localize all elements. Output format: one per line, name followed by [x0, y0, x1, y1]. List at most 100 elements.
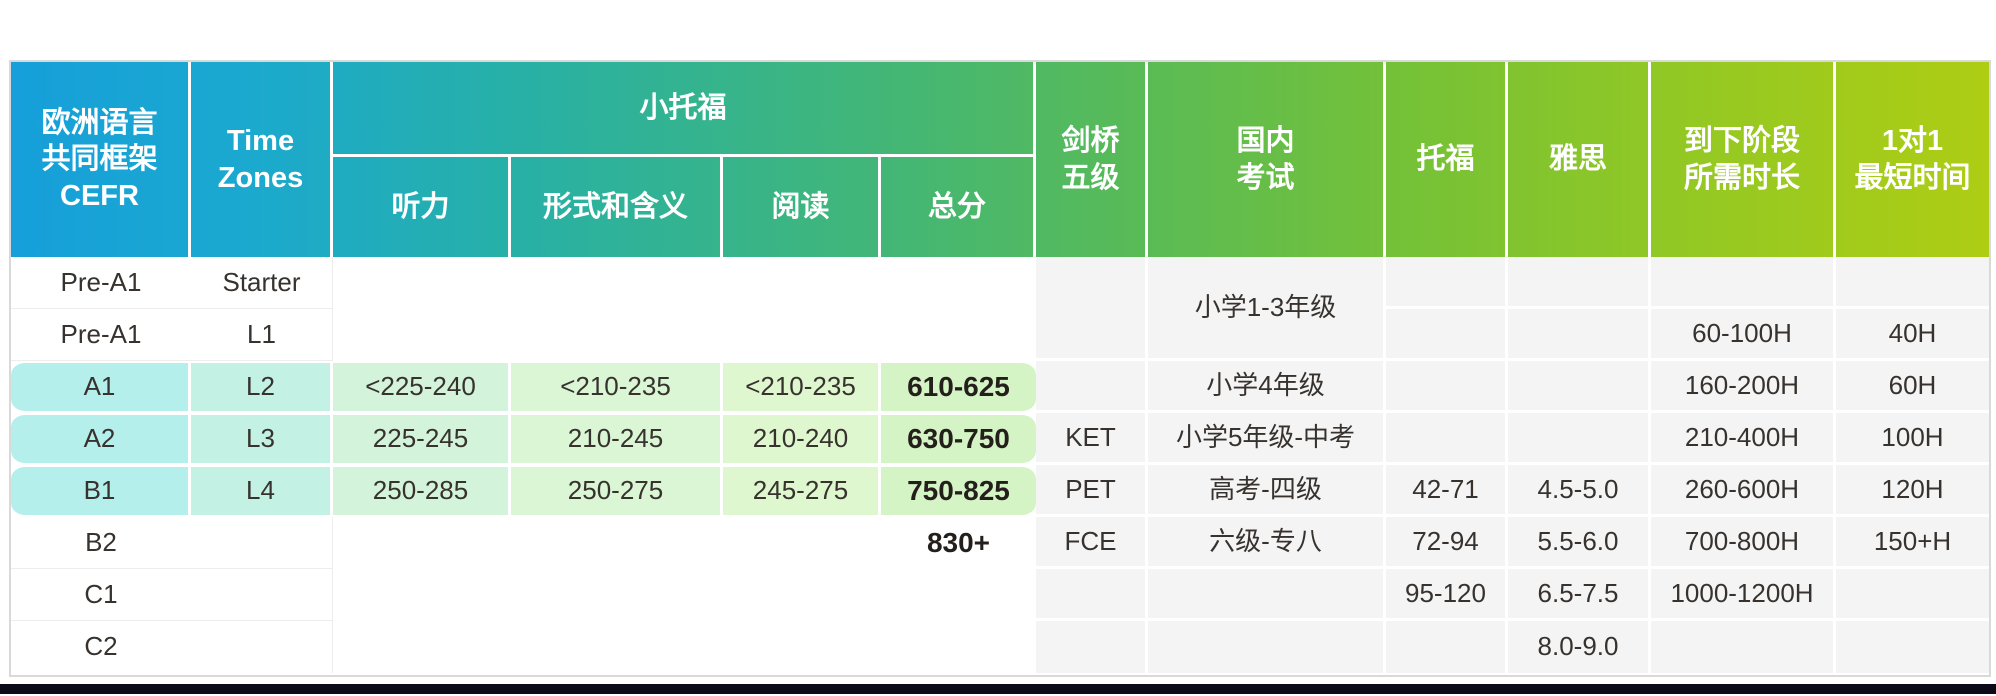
cell-time-zone: L1 — [191, 309, 333, 361]
cell-ielts — [1508, 309, 1651, 361]
cell-reading: <210-235 — [723, 361, 881, 413]
header-duration: 到下阶段 所需时长 — [1651, 62, 1836, 257]
cell-one-on-one — [1836, 621, 1989, 673]
cell-ielts: 4.5-5.0 — [1508, 465, 1651, 517]
cell-cefr: A2 — [11, 413, 191, 465]
cell-one-on-one — [1836, 569, 1989, 621]
cell-total — [881, 309, 1036, 361]
cell-toefl: 42-71 — [1386, 465, 1508, 517]
cell-total: 830+ — [881, 517, 1036, 569]
cell-domestic-exam: 高考-四级 — [1148, 465, 1386, 517]
cell-duration: 1000-1200H — [1651, 569, 1836, 621]
cell-one-on-one: 150+H — [1836, 517, 1989, 569]
cell-total — [881, 257, 1036, 309]
cell-reading — [723, 621, 881, 673]
cell-cefr: A1 — [11, 361, 191, 413]
cell-cefr: C2 — [11, 621, 191, 673]
cell-listening — [333, 257, 511, 309]
subheader-listening: 听力 — [333, 157, 511, 257]
cell-duration: 210-400H — [1651, 413, 1836, 465]
cell-time-zone: L4 — [191, 465, 333, 517]
cell-one-on-one: 40H — [1836, 309, 1989, 361]
cell-toefl — [1386, 361, 1508, 413]
cell-duration: 700-800H — [1651, 517, 1836, 569]
cell-time-zone: L3 — [191, 413, 333, 465]
cell-reading — [723, 309, 881, 361]
cell-time-zone — [191, 621, 333, 673]
cell-one-on-one: 60H — [1836, 361, 1989, 413]
cell-cefr: Pre-A1 — [11, 257, 191, 309]
cell-toefl: 95-120 — [1386, 569, 1508, 621]
cell-toefl: 72-94 — [1386, 517, 1508, 569]
cell-cambridge: FCE — [1036, 517, 1148, 569]
cell-ielts: 8.0-9.0 — [1508, 621, 1651, 673]
cell-reading — [723, 569, 881, 621]
cell-one-on-one: 120H — [1836, 465, 1989, 517]
cell-cefr: B1 — [11, 465, 191, 517]
cell-listening — [333, 569, 511, 621]
cell-reading: 210-240 — [723, 413, 881, 465]
cell-duration: 260-600H — [1651, 465, 1836, 517]
header-toefl-junior: 小托福 — [333, 62, 1036, 157]
cell-form-meaning — [511, 309, 723, 361]
cell-listening — [333, 309, 511, 361]
cell-domestic-exam — [1148, 621, 1386, 673]
subheader-reading: 阅读 — [723, 157, 881, 257]
header-cambridge: 剑桥 五级 — [1036, 62, 1148, 257]
cell-total: 630-750 — [881, 413, 1036, 465]
cell-one-on-one: 100H — [1836, 413, 1989, 465]
header-one-on-one: 1对1 最短时间 — [1854, 125, 1971, 194]
cell-ielts — [1508, 361, 1651, 413]
cell-listening: 250-285 — [333, 465, 511, 517]
cell-cambridge: KET — [1036, 413, 1148, 465]
cell-ielts: 6.5-7.5 — [1508, 569, 1651, 621]
cell-reading: 245-275 — [723, 465, 881, 517]
table-header: 欧洲语言 共同框架 CEFR Time Zones 小托福 剑桥 五级 国内 考… — [11, 62, 1989, 257]
header-cefr: 欧洲语言 共同框架 CEFR — [11, 62, 191, 257]
cell-duration — [1651, 257, 1836, 309]
cell-form-meaning: <210-235 — [511, 361, 723, 413]
cell-duration — [1651, 621, 1836, 673]
cell-listening — [333, 621, 511, 673]
header-domestic-exams: 国内 考试 — [1148, 62, 1386, 257]
cell-cambridge — [1036, 257, 1148, 361]
cell-reading — [723, 257, 881, 309]
cell-cefr: C1 — [11, 569, 191, 621]
cell-total: 610-625 — [881, 361, 1036, 413]
cell-ielts — [1508, 413, 1651, 465]
header-toefl: 托福 — [1386, 62, 1508, 257]
cell-domestic-exam — [1148, 569, 1386, 621]
cell-total: 750-825 — [881, 465, 1036, 517]
cell-form-meaning — [511, 257, 723, 309]
cell-toefl — [1386, 309, 1508, 361]
cell-total — [881, 621, 1036, 673]
cell-time-zone: L2 — [191, 361, 333, 413]
cell-listening: 225-245 — [333, 413, 511, 465]
cell-cambridge — [1036, 621, 1148, 673]
cell-form-meaning: 210-245 — [511, 413, 723, 465]
cell-time-zone — [191, 517, 333, 569]
subheader-form-meaning: 形式和含义 — [511, 157, 723, 257]
cell-domestic-exam: 小学1-3年级 — [1148, 257, 1386, 361]
cell-duration: 60-100H — [1651, 309, 1836, 361]
cell-ielts: 5.5-6.0 — [1508, 517, 1651, 569]
cell-cefr: Pre-A1 — [11, 309, 191, 361]
cell-listening — [333, 517, 511, 569]
cell-toefl — [1386, 413, 1508, 465]
subheader-total: 总分 — [881, 157, 1036, 257]
cell-listening: <225-240 — [333, 361, 511, 413]
cell-time-zone — [191, 569, 333, 621]
cell-total — [881, 569, 1036, 621]
level-comparison-table: 欧洲语言 共同框架 CEFR Time Zones 小托福 剑桥 五级 国内 考… — [9, 60, 1991, 677]
table-body: Pre-A1 Starter 小学1-3年级 Pre-A1 L1 60-100H… — [11, 257, 1989, 673]
cell-ielts — [1508, 257, 1651, 309]
cell-domestic-exam: 小学4年级 — [1148, 361, 1386, 413]
cell-reading — [723, 517, 881, 569]
cell-toefl — [1386, 257, 1508, 309]
cell-cefr: B2 — [11, 517, 191, 569]
header-time-zones: Time Zones — [191, 62, 333, 257]
cell-cambridge: PET — [1036, 465, 1148, 517]
cell-form-meaning — [511, 517, 723, 569]
cell-form-meaning — [511, 569, 723, 621]
cell-toefl — [1386, 621, 1508, 673]
